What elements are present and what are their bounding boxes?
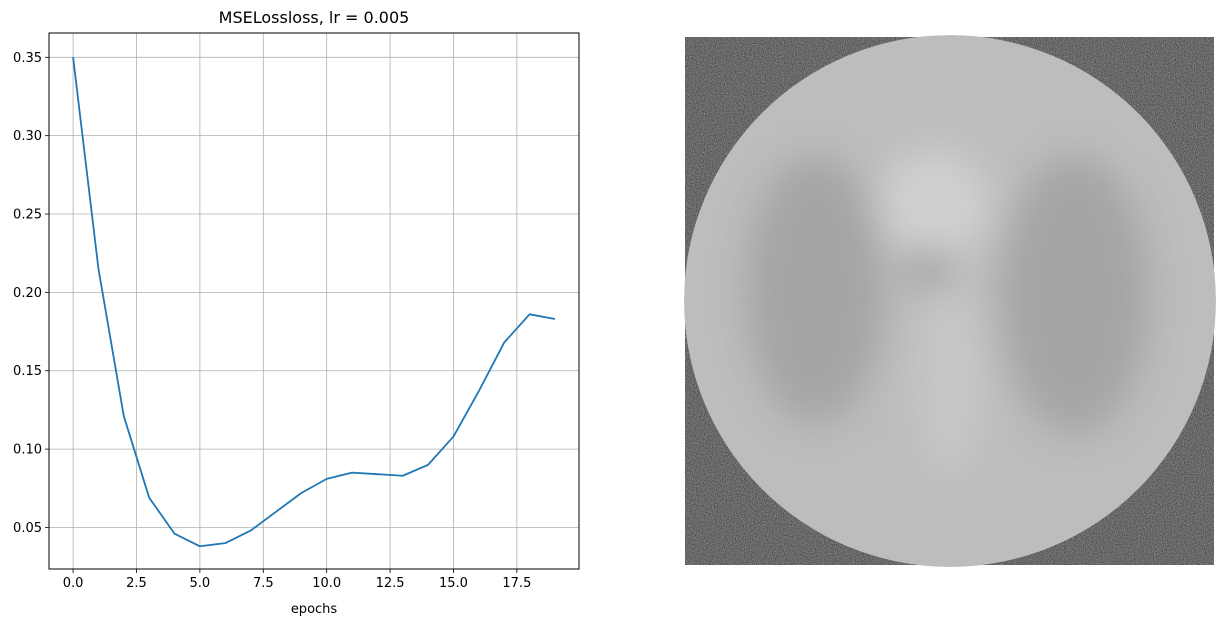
y-tick-label: 0.25 xyxy=(13,208,42,223)
y-tick-label: 0.20 xyxy=(13,286,42,301)
x-tick-label: 7.5 xyxy=(253,576,274,591)
ct-scan-image xyxy=(684,35,1216,567)
y-tick-label: 0.35 xyxy=(13,51,42,66)
x-tick-label: 5.0 xyxy=(190,576,211,591)
x-tick-label: 15.0 xyxy=(439,576,468,591)
x-axis: 0.0 2.5 5.0 7.5 10.0 12.5 15.0 17.5 xyxy=(63,569,531,591)
loss-chart: MSELossloss, lr = 0.005 0.0 2.5 5.0 7.5 10.0… xyxy=(13,8,580,617)
x-tick-label: 12.5 xyxy=(376,576,405,591)
loss-series-line xyxy=(72,57,556,548)
x-tick-label: 2.5 xyxy=(126,576,147,591)
x-tick-label: 10.0 xyxy=(312,576,341,591)
plot-frame xyxy=(48,32,580,570)
grid xyxy=(49,33,579,569)
y-tick-label: 0.10 xyxy=(13,443,42,458)
y-axis: 0.05 0.10 0.15 0.20 0.25 0.30 0.35 xyxy=(13,51,49,536)
chart-title: MSELossloss, lr = 0.005 xyxy=(219,8,410,27)
x-axis-title: epochs xyxy=(291,602,338,617)
x-tick-label: 17.5 xyxy=(502,576,531,591)
y-tick-label: 0.15 xyxy=(13,364,42,379)
y-tick-label: 0.05 xyxy=(13,521,42,536)
x-tick-label: 0.0 xyxy=(63,576,84,591)
y-tick-label: 0.30 xyxy=(13,129,42,144)
